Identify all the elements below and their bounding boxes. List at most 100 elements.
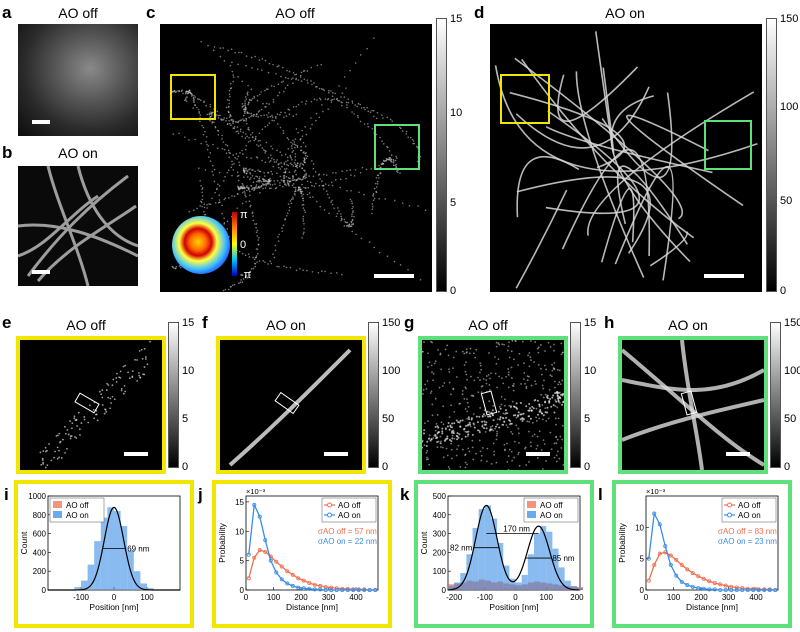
zoom-image-e xyxy=(16,336,166,474)
hist-bar xyxy=(100,517,108,590)
data-point xyxy=(679,579,684,584)
sigma-annotation: σAO off = 57 nm xyxy=(318,527,377,536)
x-tick-label: 100 xyxy=(540,593,554,602)
colorbar-f-tick: 50 xyxy=(382,413,395,425)
scale-bar xyxy=(124,452,148,456)
colorbar-h-tick: 0 xyxy=(784,461,791,473)
x-tick-label: -200 xyxy=(446,593,463,602)
fwhm-annotation: 69 nm xyxy=(127,545,150,554)
y-tick-label: 200 xyxy=(433,548,447,557)
colorbar-e xyxy=(168,322,179,468)
colorbar-g-tick: 0 xyxy=(584,461,591,473)
panel-a-title: AO off xyxy=(58,5,98,21)
data-point xyxy=(274,570,279,575)
y-axis-label: Count xyxy=(419,531,429,554)
hist-bar xyxy=(490,518,498,590)
zoom-image-f xyxy=(216,336,366,474)
filament-pattern xyxy=(39,340,151,469)
hist-bar xyxy=(81,580,88,590)
y-tick-label: 1000 xyxy=(28,492,46,501)
y-tick-label: 600 xyxy=(33,530,47,539)
x-axis-label: Position [nm] xyxy=(489,602,538,612)
colorbar-g-tick: 15 xyxy=(584,317,597,329)
x-tick-label: 200 xyxy=(694,593,708,602)
filament-pattern xyxy=(228,348,352,467)
y-tick-label: 500 xyxy=(433,492,447,501)
x-tick-label: 100 xyxy=(667,593,681,602)
panel-label-l: l xyxy=(598,485,603,504)
y-tick-label: 10 xyxy=(235,527,244,536)
colorbar-e-tick: 5 xyxy=(182,413,189,425)
fwhm-annotation: 85 nm xyxy=(552,554,575,563)
scale-bar xyxy=(32,120,50,124)
panel-label-c: c xyxy=(146,3,156,22)
colorbar-h-tick: 150 xyxy=(784,317,800,329)
legend-swatch xyxy=(527,511,536,518)
x-tick-label: 0 xyxy=(244,593,249,602)
x-tick-label: 100 xyxy=(140,593,154,602)
green-roi-box xyxy=(374,124,420,170)
panel-label-f: f xyxy=(202,313,208,332)
fit-curve xyxy=(447,504,580,591)
filament-pattern xyxy=(622,340,764,470)
yellow-roi-box xyxy=(170,74,216,120)
colorbar-e-tick: 15 xyxy=(182,317,195,329)
legend-entry: AO off xyxy=(338,501,361,510)
y-tick-label: 15 xyxy=(235,498,244,507)
legend-marker xyxy=(327,512,332,518)
y-tick-label: 5 xyxy=(240,557,245,566)
hist-bar xyxy=(120,526,128,590)
hist-bar xyxy=(527,554,534,590)
chart-k: -200 -100 0 100 200 0 100 200 300 400 500 Position … xyxy=(419,492,584,612)
x-tick-label: 200 xyxy=(294,593,308,602)
panel-label-e: e xyxy=(2,313,12,332)
phase-tick-minus-pi: -π xyxy=(240,269,252,281)
y-scale-label: ×10⁻³ xyxy=(246,487,266,496)
chart-l: 0 100 200 300 400 0 5 10 Distance [nm] Probabilit… xyxy=(617,487,779,612)
panel-label-b: b xyxy=(2,143,13,162)
legend-entry: AO on xyxy=(540,511,563,520)
colorbar-c xyxy=(436,18,447,292)
sigma-annotation: σAO on = 22 nm xyxy=(318,537,377,546)
data-point xyxy=(679,562,684,567)
series-line xyxy=(248,502,376,591)
hist-bar xyxy=(448,586,455,590)
data-point xyxy=(690,571,695,576)
scale-bar xyxy=(726,452,750,456)
panel-l-frame xyxy=(612,480,792,628)
colorbar-d-tick: 150 xyxy=(780,13,799,25)
series-line xyxy=(648,511,776,591)
hist-bar xyxy=(570,586,577,590)
y-axis-label: Probability xyxy=(617,522,627,562)
chart-j: 0 100 200 300 400 0 5 10 15 Distance [nm] Probabil… xyxy=(217,487,379,612)
y-tick-label: 400 xyxy=(433,511,447,520)
panel-f-title: AO on xyxy=(266,317,306,333)
hist-bar xyxy=(521,574,528,590)
widefield-image-ao-off xyxy=(18,24,138,136)
legend-entry: AO off xyxy=(66,501,89,510)
colorbar-d-tick: 100 xyxy=(780,101,799,113)
colorbar-g-tick: 5 xyxy=(584,413,591,425)
hist-bar xyxy=(546,531,553,590)
scale-bar xyxy=(324,452,348,456)
scale-bar xyxy=(704,274,744,278)
legend-marker xyxy=(327,502,332,508)
panel-j-frame xyxy=(212,480,392,628)
filament-pattern xyxy=(422,340,564,470)
scale-bar xyxy=(526,452,550,456)
colorbar-g-tick: 10 xyxy=(584,365,597,377)
colorbar-g xyxy=(570,322,581,468)
x-tick-label: 400 xyxy=(349,593,363,602)
y-tick-label: 0 xyxy=(442,586,447,595)
fwhm-annotation: 82 nm xyxy=(450,544,473,553)
legend-marker xyxy=(727,502,732,508)
hist-bar xyxy=(114,511,121,590)
panel-i-frame xyxy=(14,480,194,628)
hist-bar xyxy=(509,578,516,590)
green-roi-box xyxy=(704,120,752,170)
sigma-annotation: σAO off = 83 nm xyxy=(718,527,777,536)
legend-swatch xyxy=(53,511,62,518)
panel-label-d: d xyxy=(474,3,485,22)
data-point xyxy=(701,576,706,581)
